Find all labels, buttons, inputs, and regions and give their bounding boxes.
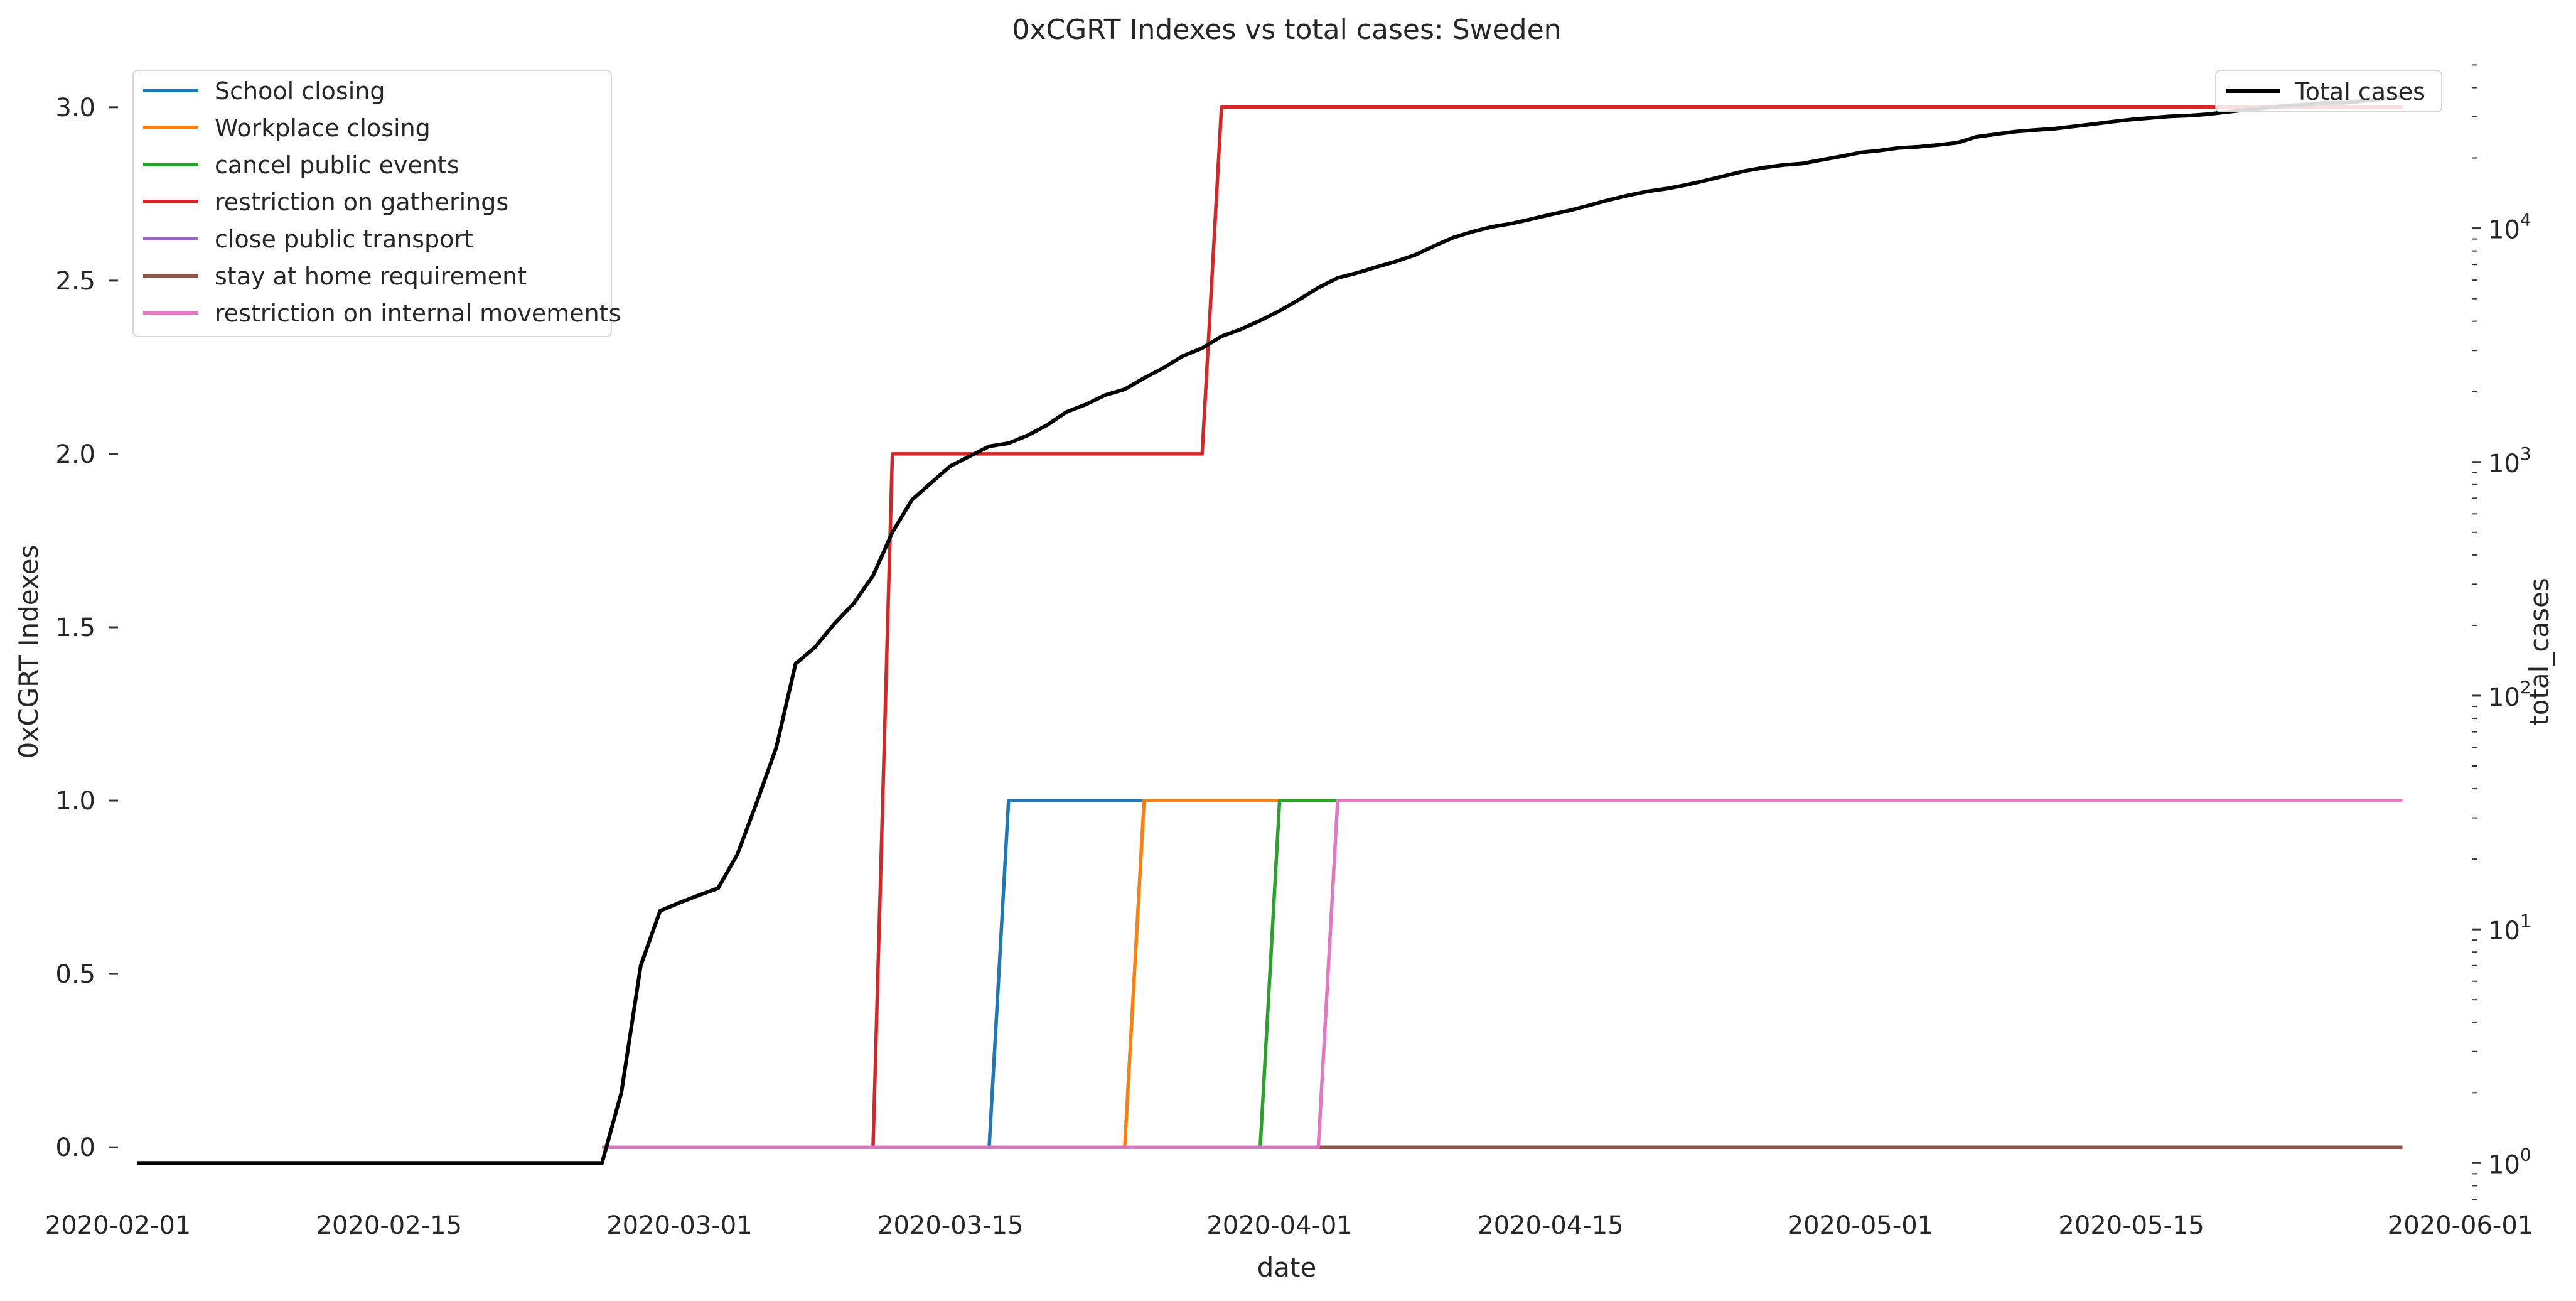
x-tick-label: 2020-02-15 [316, 1211, 462, 1240]
legend-label-school-closing: School closing [215, 77, 385, 105]
x-axis-label: date [1257, 1252, 1317, 1283]
x-tick-label: 2020-04-01 [1206, 1211, 1352, 1240]
y-left-tick-label: 0.5 [55, 960, 95, 989]
y-left-tick-label: 2.5 [55, 267, 95, 296]
legend-label-total-cases: Total cases [2294, 78, 2425, 105]
series-line-restriction-on-internal-movements [602, 799, 2403, 1149]
legend-policies: School closing Workplace closing cancel pu… [132, 70, 621, 337]
y-left-tick-label: 3.0 [55, 94, 95, 122]
y-right-tick-label: 100 [2488, 1144, 2531, 1179]
series-line-workplace-closing [602, 799, 2403, 1149]
x-tick-label: 2020-04-15 [1478, 1211, 1623, 1240]
y-axis-left-ticks: 0.0 0.5 1.0 1.5 2.0 2.5 3.0 [55, 94, 118, 1162]
y-right-tick-exponent: 2 [2520, 677, 2531, 698]
y-right-tick-base: 10 [2488, 917, 2520, 946]
y-right-tick-base: 10 [2488, 1150, 2520, 1179]
y-axis-left-label: 0xCGRT Indexes [13, 545, 44, 759]
y-left-tick-label: 0.0 [55, 1133, 95, 1162]
legend-label-restriction-on-internal-movements: restriction on internal movements [215, 300, 621, 327]
legend-label-cancel-public-events: cancel public events [215, 151, 459, 179]
series-line-total-cases [137, 95, 2403, 1165]
series-line-cancel-public-events [602, 799, 2403, 1149]
x-tick-label: 2020-03-15 [877, 1211, 1023, 1240]
y-left-tick-label: 2.0 [55, 440, 95, 469]
legend-label-close-public-transport: close public transport [215, 225, 473, 253]
legend-cases: Total cases [2215, 70, 2442, 112]
legend-label-workplace-closing: Workplace closing [215, 114, 431, 142]
legend-policies-frame [132, 70, 612, 337]
legend-label-restriction-on-gatherings: restriction on gatherings [215, 188, 508, 216]
legend-label-stay-at-home-requirement: stay at home requirement [215, 262, 527, 290]
y-right-tick-label: 103 [2488, 443, 2531, 478]
y-right-tick-label: 104 [2488, 210, 2531, 245]
y-left-tick-label: 1.5 [55, 613, 95, 642]
series-lines [137, 95, 2403, 1165]
legend-cases-frame [2215, 70, 2442, 112]
y-axis-right-label: total_cases [2524, 578, 2555, 725]
y-right-tick-exponent: 3 [2520, 443, 2531, 464]
x-tick-label: 2020-05-01 [1788, 1211, 1933, 1240]
y-right-tick-label: 102 [2488, 677, 2531, 712]
x-tick-label: 2020-03-01 [606, 1211, 752, 1240]
y-right-tick-exponent: 4 [2520, 210, 2531, 230]
series-line-restriction-on-gatherings [602, 105, 2403, 1149]
y-right-tick-base: 10 [2488, 683, 2520, 712]
y-left-tick-label: 1.0 [55, 787, 95, 816]
x-axis-ticks: 2020-02-01 2020-02-15 2020-03-01 2020-03-15… [45, 1211, 2533, 1240]
x-tick-label: 2020-02-01 [45, 1211, 191, 1240]
y-right-tick-base: 10 [2488, 450, 2520, 478]
series-line-school-closing [602, 799, 2403, 1149]
chart-title: 0xCGRT Indexes vs total cases: Sweden [1012, 14, 1561, 46]
x-tick-label: 2020-05-15 [2058, 1211, 2204, 1240]
y-right-tick-base: 10 [2488, 216, 2520, 245]
y-right-tick-exponent: 1 [2520, 910, 2531, 931]
y-right-tick-label: 101 [2488, 910, 2531, 946]
y-right-tick-exponent: 0 [2520, 1144, 2531, 1165]
x-tick-label: 2020-06-01 [2388, 1211, 2533, 1240]
